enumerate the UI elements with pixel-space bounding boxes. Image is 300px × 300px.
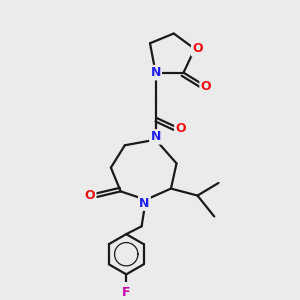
- Text: O: O: [201, 80, 211, 93]
- Text: O: O: [176, 122, 186, 135]
- Text: N: N: [139, 196, 150, 210]
- Text: N: N: [150, 130, 161, 143]
- Text: F: F: [122, 286, 130, 299]
- Text: O: O: [192, 42, 203, 56]
- Text: O: O: [85, 189, 95, 202]
- Text: N: N: [150, 66, 161, 79]
